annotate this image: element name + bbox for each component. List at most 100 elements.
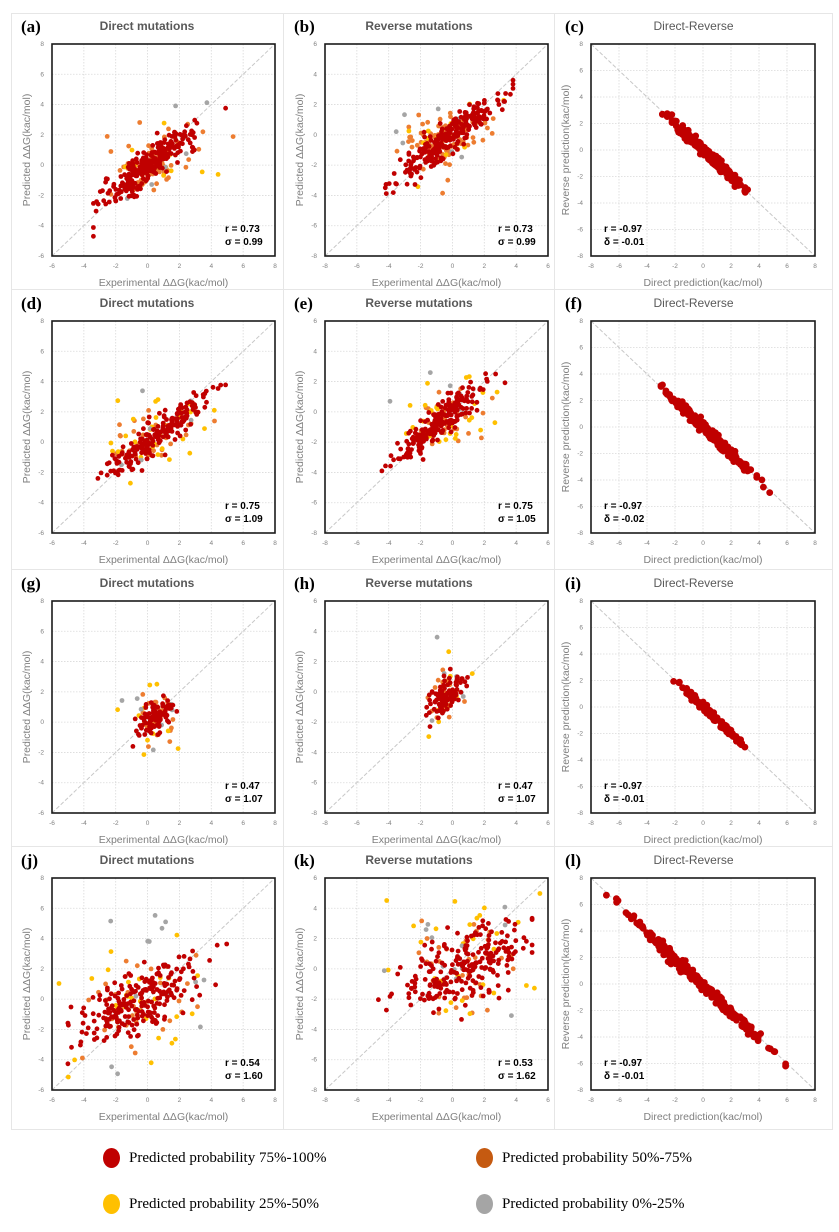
x-tick-label: -6	[49, 540, 55, 547]
point-p75-100	[448, 970, 454, 975]
point-p75-100	[433, 691, 439, 697]
point-p75-100	[130, 447, 135, 453]
point-p75-100	[149, 453, 155, 458]
point-p75-100	[142, 732, 148, 737]
point-p75-100	[150, 975, 155, 981]
point-p75-100	[438, 140, 444, 146]
point-p75-100	[152, 170, 157, 175]
y-tick-label: -2	[311, 162, 317, 169]
y-tick-label: -2	[577, 451, 583, 458]
point-p75-100	[435, 715, 441, 721]
x-tick-label: -4	[644, 820, 650, 827]
data-points	[603, 891, 789, 1070]
point-p75-100	[123, 188, 129, 194]
point-p75-100	[675, 128, 682, 136]
point-p75-100	[442, 995, 448, 1001]
y-tick-label: 0	[313, 689, 317, 696]
point-p75-100	[141, 1000, 147, 1005]
chart-title: Direct mutations	[99, 296, 195, 310]
stat-r: r = 0.75	[225, 501, 260, 512]
stat-sigma: δ = -0.02	[604, 514, 645, 525]
x-tick-label: 4	[514, 540, 518, 547]
point-p75-100	[118, 174, 124, 179]
point-p50-75	[130, 1013, 135, 1018]
point-p75-100	[442, 962, 448, 968]
point-p75-100	[155, 704, 161, 710]
point-p75-100	[165, 434, 171, 440]
point-p50-75	[414, 142, 420, 148]
point-p75-100	[438, 969, 444, 975]
stat-r: r = 0.73	[225, 224, 260, 235]
chart-title: Direct-Reverse	[653, 576, 734, 590]
point-p75-100	[90, 1011, 96, 1017]
point-p75-100	[666, 946, 674, 954]
point-p75-100	[483, 926, 489, 932]
x-tick-label: -4	[644, 1097, 650, 1104]
point-p25-50	[492, 420, 498, 426]
point-p25-50	[56, 981, 62, 986]
scatter-plot: -8 -6 -4 -2 0 2 4 6 8 -8 -6 -4 -2 0 2 4 6 8 Direct predict…	[560, 598, 817, 846]
point-p75-100	[93, 208, 99, 214]
point-p75-100	[427, 697, 432, 703]
scatter-plot: -8 -6 -4 -2 0 2 4 6 -8 -6 -4 -2 0 2 4 6 Experimental ΔΔG…	[294, 41, 550, 289]
point-p25-50	[418, 939, 424, 945]
x-tick-label: 0	[451, 1097, 455, 1104]
point-p75-100	[112, 1033, 118, 1039]
point-p75-100	[156, 723, 162, 728]
point-p75-100	[432, 418, 438, 423]
point-p25-50	[174, 932, 180, 938]
point-p75-100	[413, 165, 419, 170]
legend: Predicted probability 75%-100% Predicted…	[0, 1140, 839, 1232]
point-p75-100	[445, 690, 450, 696]
point-p75-100	[480, 918, 486, 924]
point-p75-100	[155, 732, 161, 737]
point-p75-100	[712, 436, 720, 444]
x-tick-label: -4	[81, 820, 87, 827]
point-p75-100	[224, 941, 230, 947]
point-p75-100	[391, 457, 396, 463]
point-p75-100	[434, 153, 440, 158]
point-p75-100	[176, 407, 182, 412]
y-tick-label: -6	[577, 227, 583, 234]
point-p75-100	[180, 1010, 186, 1016]
point-p50-75	[170, 717, 176, 722]
point-p75-100	[496, 102, 502, 107]
point-p25-50	[167, 457, 172, 462]
x-tick-label: -6	[354, 1097, 360, 1104]
point-p75-100	[711, 713, 719, 720]
point-p75-100	[432, 412, 438, 417]
point-p25-50	[452, 899, 458, 904]
point-p75-100	[162, 1002, 167, 1008]
point-p75-100	[428, 701, 433, 707]
scatter-plot: -6 -4 -2 0 2 4 6 8 -6 -4 -2 0 2 4 6 8 Experimental ΔΔG(k…	[21, 41, 277, 289]
point-p50-75	[146, 744, 151, 749]
point-p75-100	[223, 105, 229, 111]
point-p75-100	[157, 165, 163, 171]
point-p75-100	[126, 463, 132, 469]
point-p75-100	[408, 454, 414, 460]
point-p75-100	[456, 390, 461, 396]
point-p75-100	[506, 950, 512, 955]
point-p75-100	[480, 923, 485, 929]
point-p75-100	[478, 985, 484, 990]
y-tick-label: -2	[38, 192, 44, 199]
point-p75-100	[187, 140, 193, 146]
point-p75-100	[458, 689, 464, 695]
point-p75-100	[407, 170, 413, 176]
y-tick-label: -2	[311, 719, 317, 726]
point-p25-50	[128, 480, 133, 486]
point-p75-100	[164, 169, 169, 175]
point-p75-100	[684, 687, 691, 695]
point-p75-100	[648, 934, 656, 942]
y-tick-label: -4	[311, 469, 317, 476]
y-tick-label: -6	[577, 504, 583, 511]
point-p75-100	[129, 986, 134, 992]
point-p75-100	[156, 965, 161, 971]
point-p75-100	[478, 945, 484, 951]
stat-r: r = -0.97	[604, 781, 643, 792]
y-tick-label: -6	[38, 810, 44, 817]
point-p75-100	[413, 976, 419, 982]
point-p75-100	[406, 152, 412, 157]
point-p75-100	[382, 185, 388, 191]
x-tick-label: -8	[322, 820, 328, 827]
